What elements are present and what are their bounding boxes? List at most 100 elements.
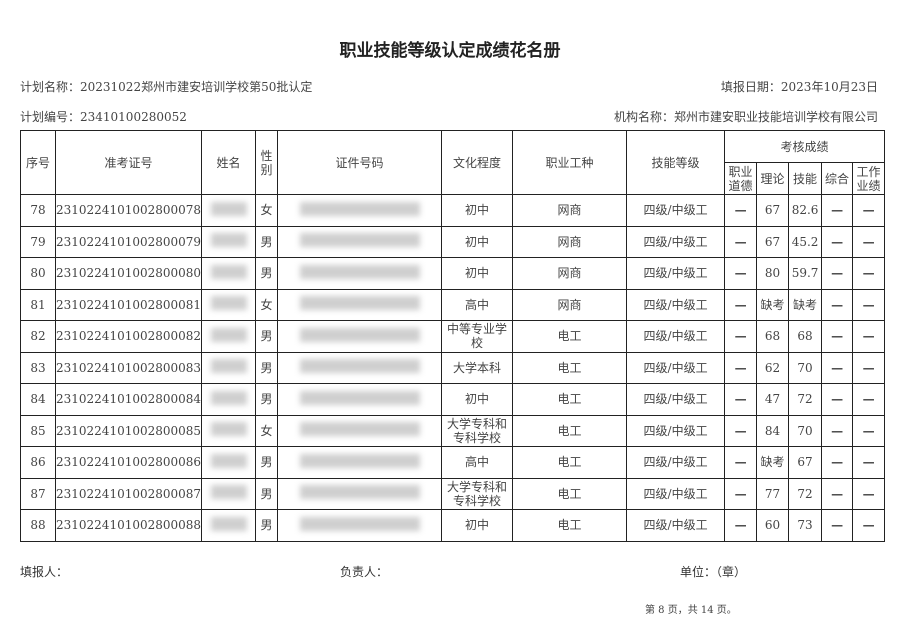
cell-ethics: — — [724, 288, 758, 321]
table-row: 81 2310224101002800081 女高中 网商 四级/中级工 — 缺考 缺考 — — — [20, 288, 886, 321]
redaction-blur — [210, 359, 247, 374]
cell-education: 大学本科 — [441, 351, 514, 384]
cell-occupation: 网商 — [512, 257, 628, 290]
redaction-blur — [210, 422, 247, 437]
header-education: 文化程度 — [441, 130, 514, 195]
cell-level: 四级/中级工 — [626, 446, 726, 479]
cell-performance: — — [852, 225, 886, 258]
id-cell-redacted — [277, 194, 443, 227]
table-row: 80 2310224101002800080 男初中 网商 四级/中级工 —80 59.7—… — [20, 257, 886, 290]
cell-performance: — — [852, 288, 886, 321]
redaction-blur — [299, 233, 420, 248]
cell-overall: — — [821, 446, 854, 479]
table-row: 78 2310224101002800078 女初中 网商 四级/中级工 —67 82.6—… — [20, 194, 886, 227]
cell-performance: — — [852, 477, 886, 510]
redaction-blur — [210, 201, 247, 216]
id-cell-redacted — [277, 320, 443, 353]
cell-level: 四级/中级工 — [626, 225, 726, 258]
name-cell-redacted — [201, 477, 257, 510]
table-row: 86 2310224101002800086 男高中 电工 四级/中级工 — 缺考 67— — — [20, 446, 886, 479]
id-cell-redacted — [277, 225, 443, 258]
cell-overall: — — [821, 257, 854, 290]
cell-gender: 男 — [255, 225, 279, 258]
cell-exam-no: 2310224101002800085 — [54, 414, 203, 447]
header-occupation: 职业工种 — [512, 130, 628, 195]
header-performance: 工作业绩 — [852, 162, 886, 195]
cell-theory: 84 — [756, 414, 790, 447]
name-cell-redacted — [201, 320, 257, 353]
cell-exam-no: 2310224101002800088 — [54, 509, 203, 542]
header-scores: 考核成绩 — [724, 130, 886, 163]
cell-gender: 女 — [255, 288, 279, 321]
cell-skill: 70 — [788, 351, 823, 384]
redaction-blur — [299, 422, 420, 437]
cell-overall: — — [821, 509, 854, 542]
id-cell-redacted — [277, 351, 443, 384]
cell-theory: 47 — [756, 383, 790, 416]
id-cell-redacted — [277, 477, 443, 510]
cell-exam-no: 2310224101002800079 — [54, 225, 203, 258]
cell-occupation: 电工 — [512, 414, 628, 447]
redaction-blur — [210, 264, 247, 279]
header-exam-no: 准考证号 — [54, 130, 203, 195]
redaction-blur — [299, 390, 420, 405]
cell-gender: 女 — [255, 414, 279, 447]
name-cell-redacted — [201, 383, 257, 416]
cell-skill: 45.2 — [788, 225, 823, 258]
cell-occupation: 电工 — [512, 383, 628, 416]
cell-seq: 78 — [20, 194, 56, 227]
table-row: 88 2310224101002800088 男初中 电工 四级/中级工 —60 73— — — [20, 509, 886, 542]
cell-exam-no: 2310224101002800086 — [54, 446, 203, 479]
id-cell-redacted — [277, 288, 443, 321]
redaction-blur — [210, 327, 247, 342]
cell-gender: 女 — [255, 194, 279, 227]
cell-theory: 60 — [756, 509, 790, 542]
fill-date: 填报日期：2023年10月23日 — [720, 80, 878, 94]
redaction-blur — [299, 453, 420, 468]
footer-unit: 单位：（章） — [680, 565, 747, 579]
cell-ethics: — — [724, 194, 758, 227]
cell-skill: 68 — [788, 320, 823, 353]
cell-level: 四级/中级工 — [626, 477, 726, 510]
cell-occupation: 电工 — [512, 320, 628, 353]
cell-education: 中等专业学校 — [441, 320, 514, 353]
cell-occupation: 网商 — [512, 288, 628, 321]
cell-theory: 67 — [756, 194, 790, 227]
cell-overall: — — [821, 225, 854, 258]
redaction-blur — [299, 201, 420, 216]
redaction-blur — [210, 453, 247, 468]
table-row: 82 2310224101002800082 男中等专业学校 电工 四级/中级工 —68 6… — [20, 320, 886, 353]
name-cell-redacted — [201, 509, 257, 542]
header-theory: 理论 — [756, 162, 790, 195]
cell-exam-no: 2310224101002800081 — [54, 288, 203, 321]
page-indicator: 第 8 页，共 14 页。 — [645, 605, 737, 616]
header-id-no: 证件号码 — [277, 130, 443, 195]
redaction-blur — [210, 296, 247, 311]
footer-responsible: 负责人： — [340, 565, 389, 579]
cell-skill: 73 — [788, 509, 823, 542]
cell-level: 四级/中级工 — [626, 414, 726, 447]
redaction-blur — [299, 359, 420, 374]
cell-occupation: 电工 — [512, 446, 628, 479]
cell-seq: 81 — [20, 288, 56, 321]
name-cell-redacted — [201, 288, 257, 321]
header-skill: 技能 — [788, 162, 823, 195]
table-row: 85 2310224101002800085 女大学专科和专科学校 电工 四级/中级工 —… — [20, 414, 886, 447]
cell-seq: 87 — [20, 477, 56, 510]
cell-performance: — — [852, 194, 886, 227]
cell-theory: 77 — [756, 477, 790, 510]
table-row: 79 2310224101002800079 男初中 网商 四级/中级工 —67 45.2—… — [20, 225, 886, 258]
cell-skill: 缺考 — [788, 288, 823, 321]
cell-occupation: 电工 — [512, 351, 628, 384]
cell-occupation: 电工 — [512, 509, 628, 542]
cell-ethics: — — [724, 414, 758, 447]
cell-seq: 86 — [20, 446, 56, 479]
cell-overall: — — [821, 383, 854, 416]
cell-overall: — — [821, 288, 854, 321]
cell-occupation: 网商 — [512, 225, 628, 258]
cell-level: 四级/中级工 — [626, 320, 726, 353]
footer-filler: 填报人： — [20, 565, 69, 579]
redaction-blur — [210, 516, 247, 531]
cell-skill: 72 — [788, 477, 823, 510]
plan-name: 计划名称：20231022郑州市建安培训学校第50批认定 — [20, 80, 313, 94]
